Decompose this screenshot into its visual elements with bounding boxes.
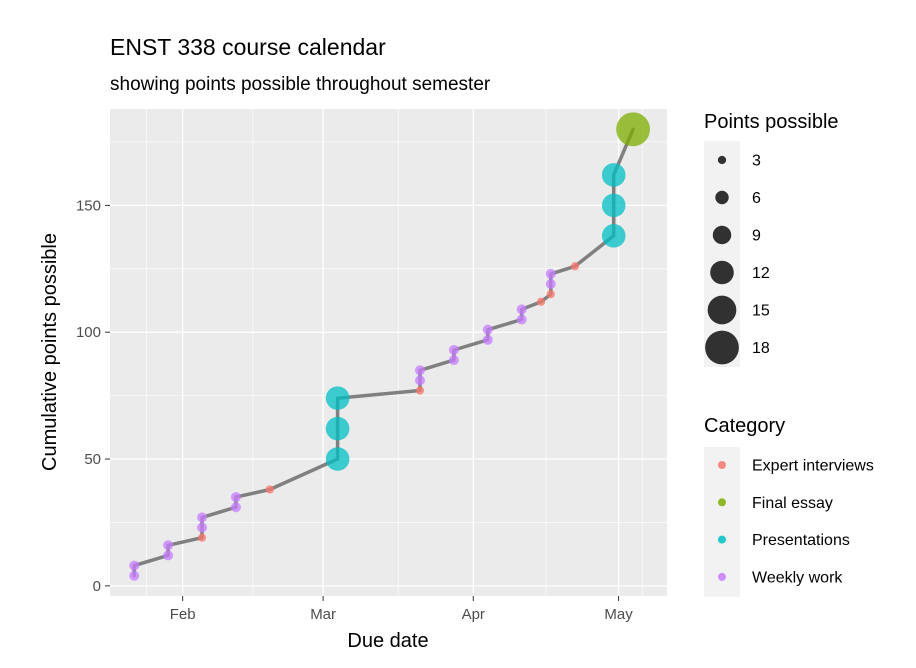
category-legend-label: Weekly work [752, 569, 843, 586]
data-point [601, 224, 626, 248]
data-point [197, 533, 207, 542]
plot-panel [110, 109, 667, 596]
data-point [230, 502, 241, 513]
size-legend-label: 18 [752, 340, 770, 357]
category-legend-label: Presentations [752, 532, 850, 549]
data-point [448, 344, 459, 355]
data-point [415, 386, 425, 395]
data-point [197, 522, 208, 533]
data-point [414, 365, 425, 376]
y-tick-label: 100 [76, 324, 101, 341]
category-legend-key [718, 498, 726, 507]
y-tick-label: 0 [93, 578, 101, 595]
y-tick-labels: 0 50 100 150 [76, 197, 101, 594]
data-point [414, 375, 425, 386]
data-point [516, 314, 527, 325]
size-legend-key [705, 330, 739, 365]
category-legend-key [718, 572, 726, 581]
size-legend-key [710, 260, 734, 285]
size-legend-label: 3 [752, 153, 761, 170]
x-tick-labels: Feb Mar Apr May [170, 606, 634, 623]
grid-major [110, 109, 667, 596]
size-legend-key [712, 225, 732, 245]
x-tick-label: May [604, 606, 633, 623]
size-legend-title: Points possible [704, 111, 839, 133]
data-point [197, 512, 208, 523]
category-legend: Expert interviews Final essay Presentation… [718, 458, 874, 586]
x-tick-label: Mar [310, 606, 336, 623]
data-point [536, 297, 546, 306]
category-legend-title: Category [704, 415, 785, 437]
size-legend-key-bg [704, 141, 740, 367]
category-legend-label: Expert interviews [752, 458, 874, 475]
data-point [545, 268, 556, 279]
size-legend-label: 9 [752, 228, 761, 245]
y-tick-label: 150 [76, 197, 101, 214]
data-point [516, 304, 527, 315]
x-tick-label: Feb [170, 606, 196, 623]
data-point [230, 492, 241, 503]
category-legend-key-bg [704, 447, 740, 597]
category-legend-label: Final essay [752, 495, 833, 512]
category-legend-key [718, 535, 726, 544]
size-legend-label: 12 [752, 265, 770, 282]
data-point [325, 416, 350, 441]
data-points [129, 112, 650, 581]
axis-ticks [105, 204, 620, 601]
data-point [482, 334, 493, 345]
data-point [129, 560, 140, 571]
data-point [129, 570, 140, 581]
category-legend-key [718, 461, 726, 469]
data-point [601, 163, 626, 187]
data-point [265, 485, 274, 494]
data-point [325, 447, 350, 471]
chart-title: ENST 338 course calendar [110, 34, 386, 60]
size-legend-key [717, 155, 727, 165]
data-point [163, 550, 174, 561]
data-point [482, 324, 493, 335]
x-axis-title: Due date [347, 630, 428, 652]
x-tick-label: Apr [462, 606, 485, 623]
data-point [616, 112, 650, 147]
data-point [601, 193, 626, 218]
data-point [325, 386, 350, 410]
size-legend: 3 6 9 12 15 18 [705, 153, 770, 365]
chart-subtitle: showing points possible throughout semes… [110, 74, 491, 95]
data-point [163, 540, 174, 551]
size-legend-key [707, 295, 737, 325]
data-point [570, 262, 580, 271]
data-point [546, 290, 555, 299]
size-legend-label: 15 [752, 303, 770, 320]
y-tick-label: 50 [84, 451, 101, 468]
data-point [545, 279, 556, 290]
y-axis-title: Cumulative points possible [39, 233, 61, 471]
size-legend-key [715, 190, 729, 205]
data-point [448, 355, 459, 366]
size-legend-label: 6 [752, 190, 761, 207]
